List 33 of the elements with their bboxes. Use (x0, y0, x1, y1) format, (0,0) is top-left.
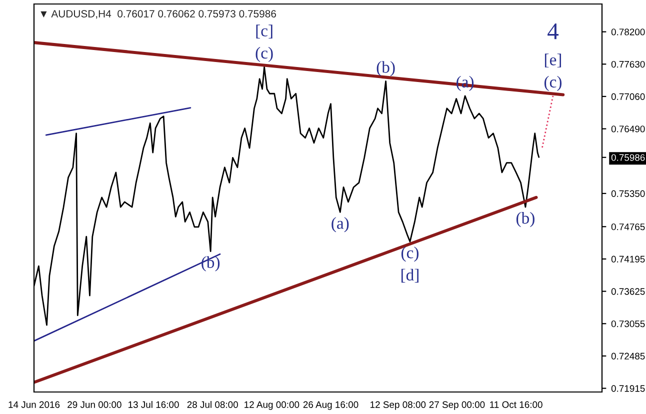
x-tick-label: 27 Sep 00:00 (429, 401, 485, 410)
x-tick-label: 13 Jul 16:00 (128, 401, 179, 408)
x-tick-label: 12 Sep 08:00 (370, 401, 426, 410)
y-tick-label: 0.73625 (611, 288, 645, 295)
y-tick-label: 0.75350 (611, 190, 645, 197)
x-tick-label: 12 Aug 00:00 (244, 401, 300, 410)
annotation: (c) (544, 76, 562, 91)
annotation: (c) (401, 246, 418, 262)
annotation: [c] (256, 24, 272, 38)
annotation: (a) (332, 217, 349, 232)
annotation: (b) (202, 256, 220, 272)
chart-title: ▼ AUDUSD,H4 0.76017 0.76062 0.75973 0.75986 (40, 10, 276, 19)
annotation: (c) (256, 46, 273, 62)
y-tick-label: 0.74195 (611, 256, 645, 262)
y-tick-label: 0.77060 (611, 93, 645, 100)
y-tick-label: 0.73055 (611, 320, 645, 328)
annotation: (b) (376, 61, 395, 76)
x-tick-label: 28 Jul 08:00 (187, 401, 238, 408)
y-tick-label: 0.74765 (611, 223, 645, 230)
y-tick-label: 0.72485 (611, 352, 645, 360)
x-tick-label: 11 Oct 16:00 (490, 401, 542, 408)
annotation: [e] (544, 54, 561, 68)
x-tick-label: 26 Aug 16:00 (303, 401, 358, 410)
x-tick-label: 14 Jun 2016 (8, 401, 60, 408)
y-tick-label: 0.75986 (611, 154, 645, 161)
y-tick-label: 0.71915 (611, 385, 645, 392)
y-tick-label: 0.77630 (611, 60, 645, 68)
y-tick-label: 0.78200 (611, 28, 645, 36)
annotation: 4 (548, 24, 559, 40)
y-tick-label: 0.76490 (611, 126, 645, 132)
annotation: (b) (516, 212, 534, 228)
annotation: [d] (402, 268, 418, 283)
x-tick-label: 29 Jun 00:00 (68, 401, 122, 408)
